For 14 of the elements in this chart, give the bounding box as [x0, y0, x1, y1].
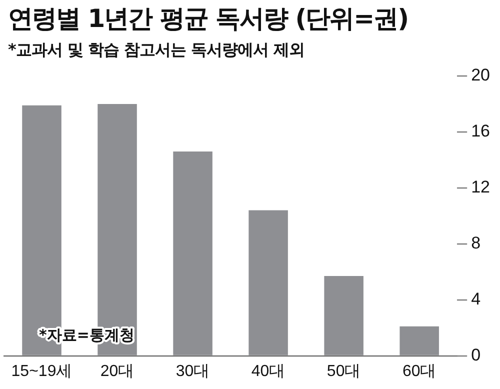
y-tick-label: 8 [471, 234, 481, 253]
x-tick-label: 20대 [100, 362, 134, 380]
chart-title: 연령별 1년간 평균 독서량 (단위=권) [8, 3, 408, 35]
y-tick-label: 0 [471, 345, 481, 364]
y-tick-label: 20 [471, 66, 490, 85]
chart-subtitle: *교과서 및 학습 참고서는 독서량에서 제외 [8, 40, 305, 61]
x-tick-label: 60대 [402, 362, 436, 380]
x-tick-label: 40대 [251, 362, 286, 380]
x-tick-label: 50대 [326, 362, 361, 380]
y-tick-label: 12 [471, 178, 490, 197]
x-tick-label: 30대 [176, 362, 210, 380]
y-tick-label: 16 [471, 122, 490, 141]
y-tick-label: 4 [471, 290, 481, 309]
x-tick-label: 15~19세 [11, 362, 72, 380]
